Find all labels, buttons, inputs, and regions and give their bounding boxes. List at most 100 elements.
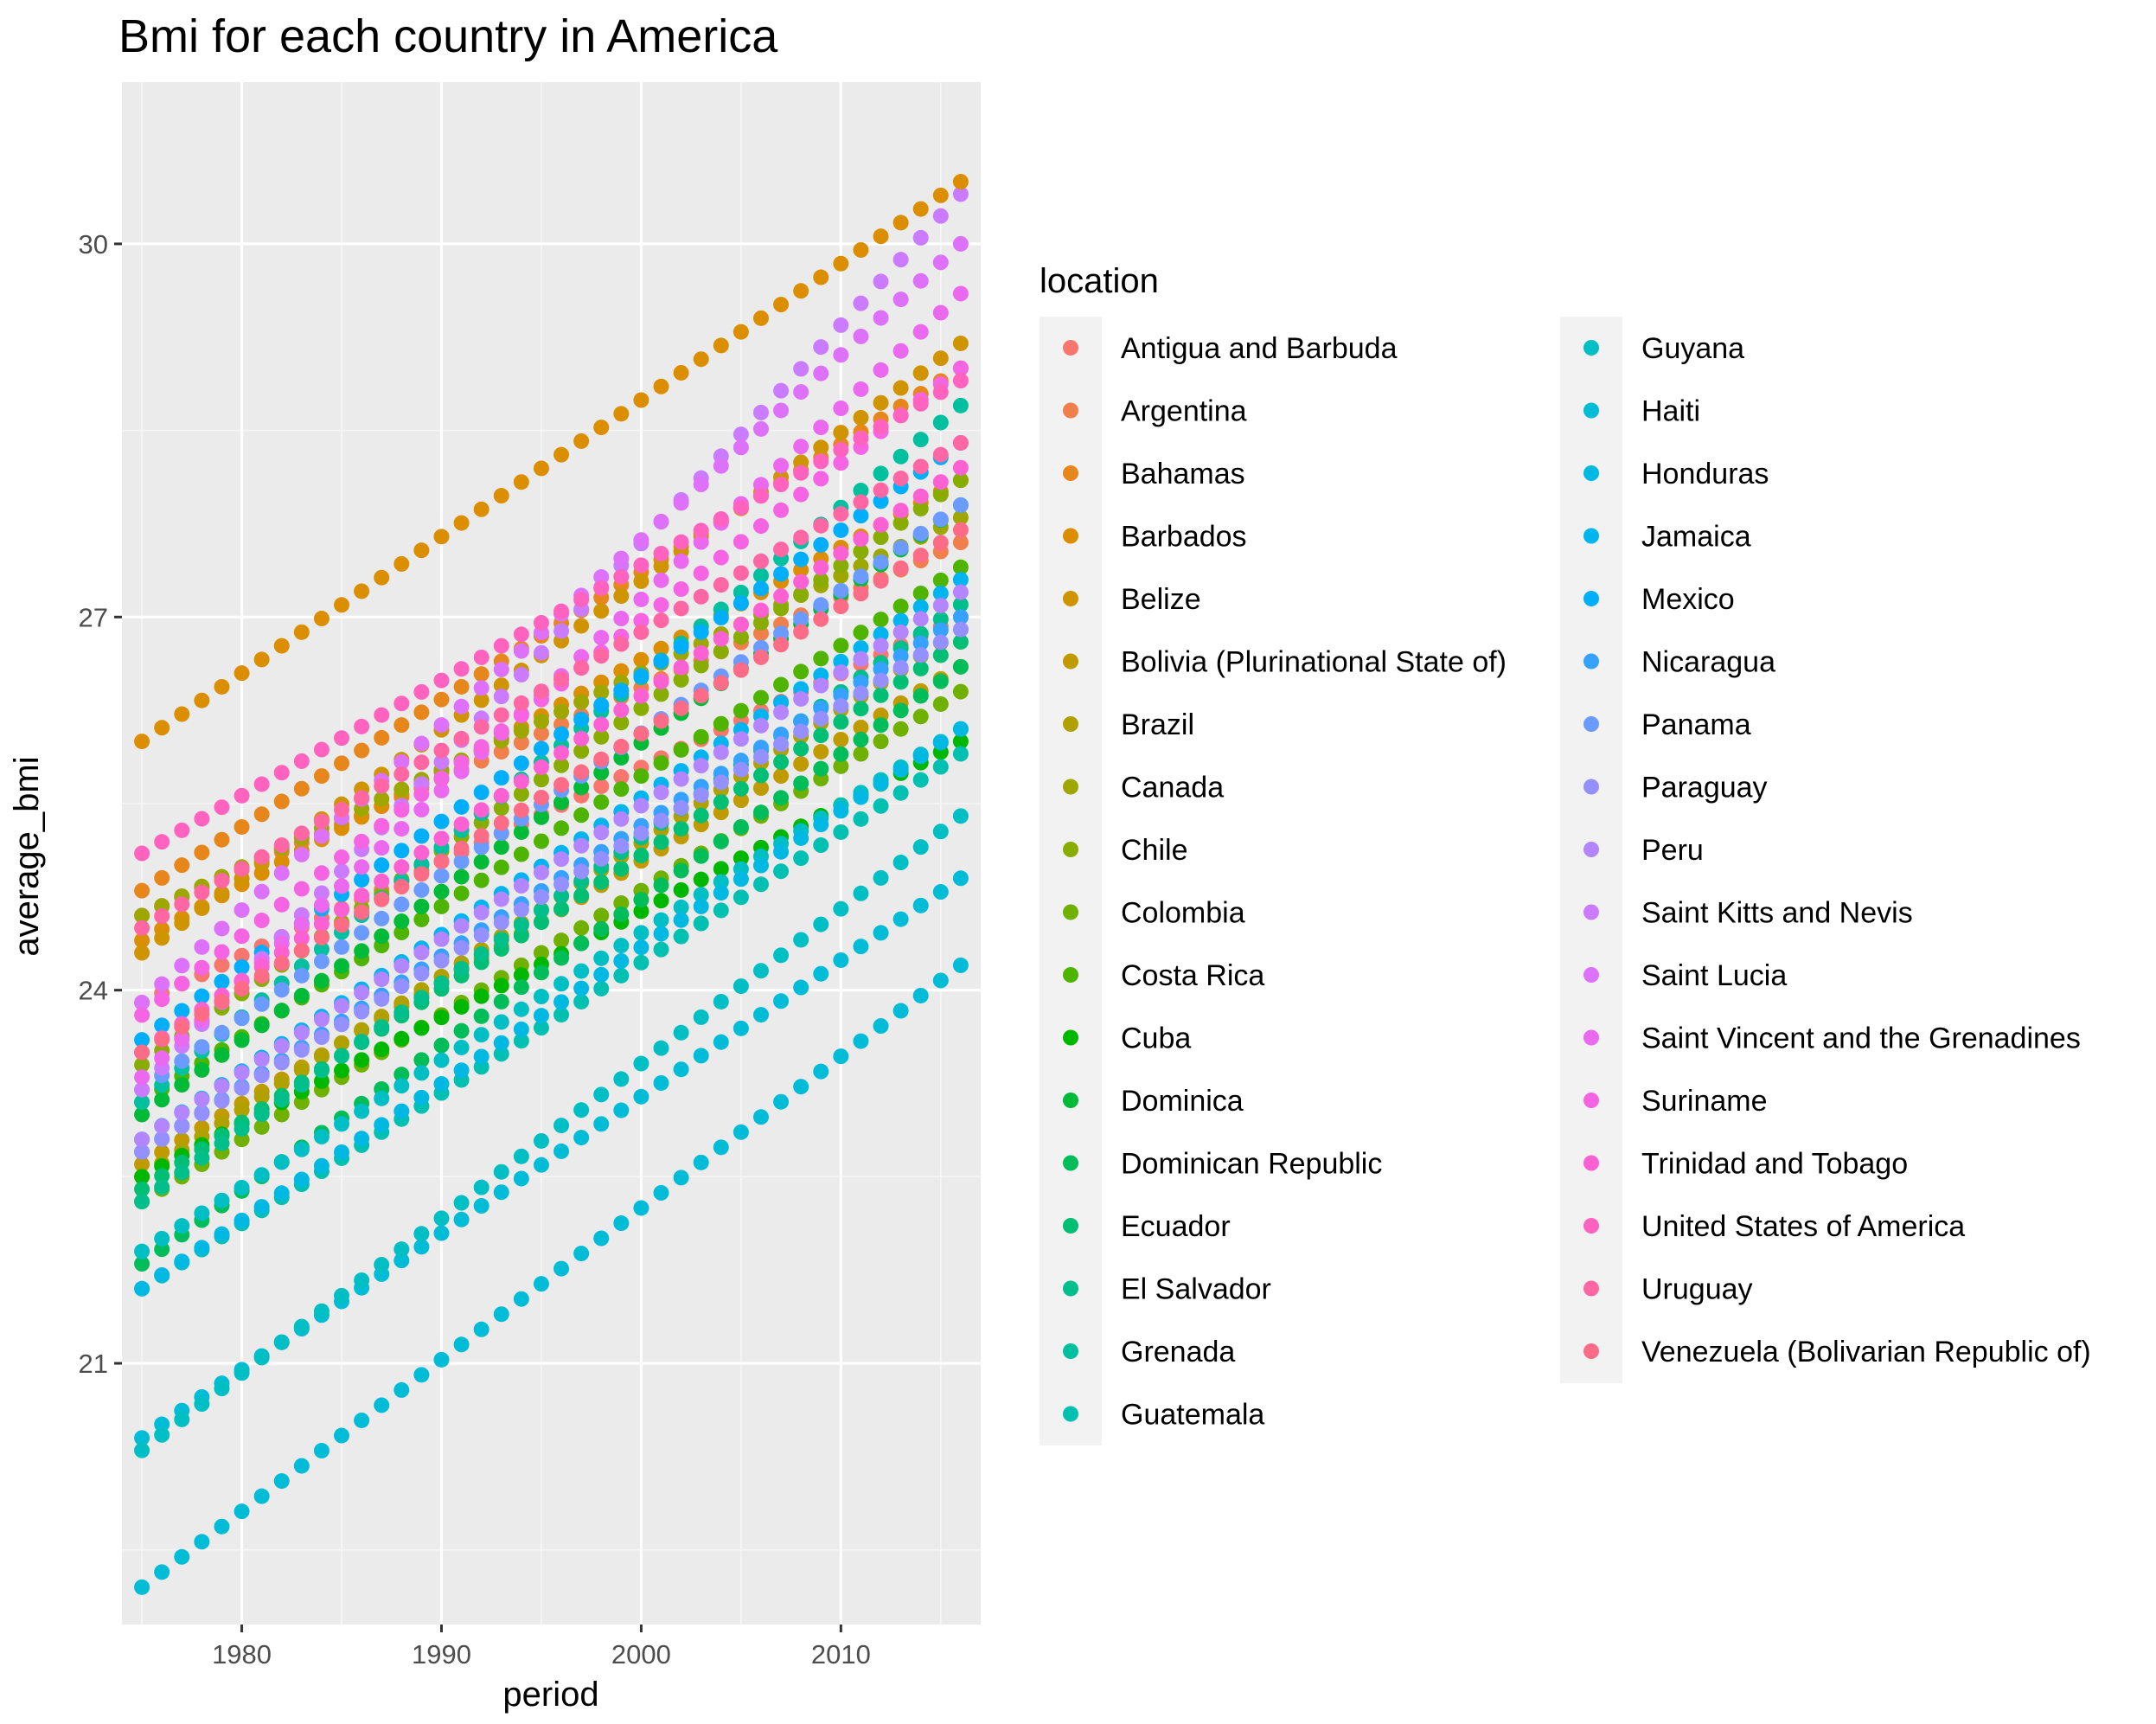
data-point <box>593 980 610 997</box>
data-point <box>833 582 849 599</box>
data-point <box>413 945 430 961</box>
data-point <box>932 585 949 601</box>
data-point <box>214 1024 230 1041</box>
data-point <box>313 972 329 989</box>
data-point <box>533 1008 549 1024</box>
data-point <box>154 869 170 886</box>
data-point <box>453 698 470 715</box>
data-point <box>234 818 250 835</box>
data-point <box>313 813 329 830</box>
data-point <box>214 1226 230 1242</box>
data-point <box>892 503 909 519</box>
data-point <box>932 350 949 367</box>
data-point <box>873 228 889 245</box>
data-point <box>214 1192 230 1208</box>
data-point <box>493 744 509 760</box>
data-point <box>873 362 889 378</box>
data-point <box>234 1010 250 1027</box>
data-point <box>194 1006 210 1022</box>
data-point <box>873 516 889 533</box>
data-point <box>693 887 709 903</box>
data-point <box>633 612 649 629</box>
data-point <box>813 611 829 627</box>
data-point <box>932 673 949 689</box>
data-point <box>573 659 590 676</box>
data-point <box>354 925 370 941</box>
data-point <box>952 373 969 389</box>
data-point <box>613 636 630 652</box>
legend-label: Grenada <box>1121 1336 1235 1368</box>
data-point <box>134 1243 150 1259</box>
data-point <box>174 975 190 991</box>
y-tick-label: 21 <box>79 1349 108 1379</box>
data-point <box>833 714 849 730</box>
data-point <box>773 843 790 860</box>
legend-key <box>1583 653 1599 670</box>
data-point <box>673 741 689 758</box>
data-point <box>853 885 869 901</box>
data-point <box>214 920 230 937</box>
data-point <box>334 1427 350 1444</box>
data-point <box>513 846 529 862</box>
data-point <box>253 1106 270 1123</box>
data-point <box>773 477 790 493</box>
data-point <box>573 1102 590 1118</box>
data-point <box>413 965 430 982</box>
legend-label: Jamaica <box>1641 521 1751 554</box>
data-point <box>413 844 430 861</box>
data-point <box>912 660 929 676</box>
data-point <box>453 840 470 856</box>
data-point <box>573 980 590 997</box>
data-point <box>752 580 769 597</box>
data-point <box>334 597 350 613</box>
data-point <box>773 502 790 518</box>
data-point <box>473 872 489 888</box>
data-point <box>313 916 329 932</box>
data-point <box>952 174 969 190</box>
data-point <box>413 828 430 844</box>
data-point <box>234 902 250 919</box>
data-point <box>873 612 889 628</box>
data-point <box>733 595 749 612</box>
data-point <box>833 758 849 774</box>
data-point <box>313 897 329 913</box>
data-point <box>752 567 769 584</box>
legend-key <box>1583 842 1599 857</box>
data-point <box>912 229 929 246</box>
data-point <box>693 1009 709 1025</box>
data-point <box>473 692 489 708</box>
data-point <box>334 1035 350 1052</box>
data-point <box>752 1109 769 1125</box>
data-point <box>174 1031 190 1048</box>
data-point <box>673 799 689 816</box>
data-point <box>952 535 969 551</box>
data-point <box>493 800 509 817</box>
data-point <box>433 1225 450 1241</box>
data-point <box>713 631 729 647</box>
data-point <box>253 1199 270 1215</box>
data-point <box>493 891 509 907</box>
data-point <box>354 859 370 875</box>
data-point <box>793 574 809 590</box>
data-point <box>493 977 509 994</box>
data-point <box>253 996 270 1012</box>
legend-key <box>1583 1343 1599 1359</box>
data-point <box>773 566 790 582</box>
data-point <box>693 351 709 368</box>
data-point <box>773 600 790 617</box>
data-point <box>912 647 929 663</box>
data-point <box>293 967 310 984</box>
data-point <box>354 1412 370 1428</box>
data-point <box>633 573 649 589</box>
data-point <box>433 898 450 914</box>
data-point <box>313 828 329 844</box>
plot-panel <box>122 82 981 1625</box>
data-point <box>293 1318 310 1335</box>
data-point <box>633 557 649 574</box>
data-point <box>393 821 410 837</box>
data-point <box>733 978 749 995</box>
data-point <box>194 1106 210 1122</box>
data-point <box>733 731 749 747</box>
data-point <box>154 1131 170 1147</box>
data-point <box>932 535 949 551</box>
